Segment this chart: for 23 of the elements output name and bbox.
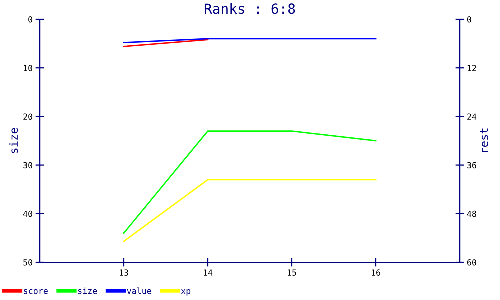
legend-label: value bbox=[127, 288, 152, 294]
y-tick-label: 10 bbox=[24, 65, 33, 72]
y2-tick-label: 60 bbox=[467, 260, 476, 266]
x-tick-label: 16 bbox=[372, 270, 380, 276]
y-tick-label: 0 bbox=[28, 16, 33, 23]
legend-label: size bbox=[78, 288, 98, 294]
legend-label: score bbox=[24, 289, 48, 294]
y2-tick-label: 24 bbox=[468, 114, 477, 120]
y2-tick-label: 48 bbox=[467, 210, 476, 218]
y-axis-title: size bbox=[9, 128, 18, 154]
y2-axis-title: rest bbox=[480, 128, 488, 152]
chart-title: Ranks : 6:8 bbox=[204, 3, 296, 14]
y2-tick-label: 36 bbox=[468, 162, 476, 169]
y-tick-label: 50 bbox=[24, 260, 33, 266]
y-tick-label: 40 bbox=[23, 210, 33, 218]
y-tick-label: 20 bbox=[24, 114, 33, 120]
y2-tick-label: 12 bbox=[468, 65, 476, 72]
y-tick-label: 30 bbox=[24, 162, 33, 169]
x-tick-label: 14 bbox=[204, 270, 213, 276]
x-tick-label: 13 bbox=[120, 270, 128, 276]
x-tick-label: 15 bbox=[288, 270, 296, 276]
y2-tick-label: 0 bbox=[467, 16, 472, 23]
legend-label: xp bbox=[181, 289, 191, 296]
